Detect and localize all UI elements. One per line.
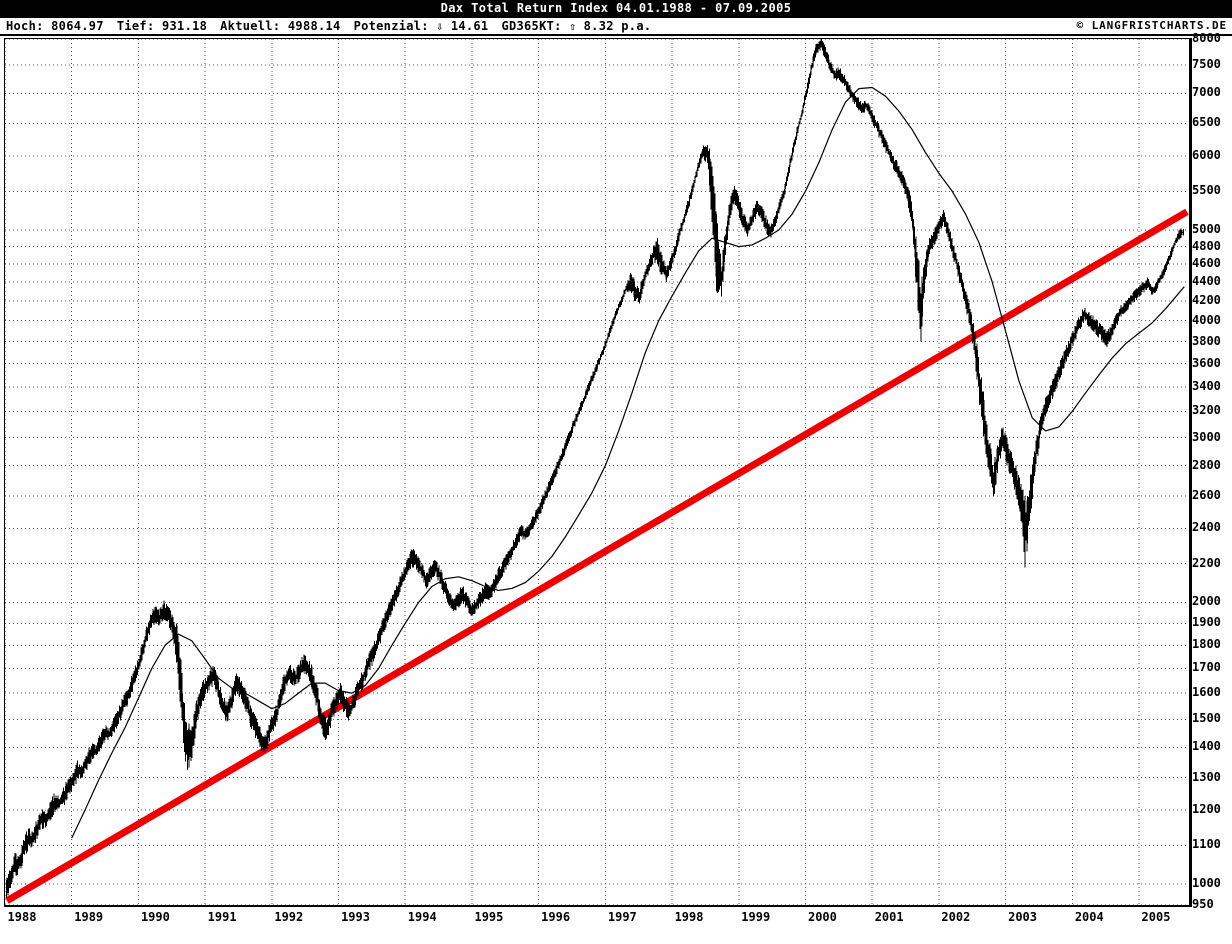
y-axis-tick-label: 5500 bbox=[1192, 183, 1221, 198]
y-axis-tick-label: 950 bbox=[1192, 897, 1214, 911]
y-axis-tick-label: 1700 bbox=[1192, 660, 1221, 675]
stat-low-value: 931.18 bbox=[162, 19, 208, 33]
stat-current-label: Aktuell: bbox=[220, 19, 281, 33]
info-bar: Hoch: 8064.97 Tief: 931.18 Aktuell: 4988.1… bbox=[0, 16, 1232, 36]
y-axis-tick-label: 5000 bbox=[1192, 222, 1221, 237]
x-axis-tick-label: 1994 bbox=[407, 910, 437, 924]
y-axis-tick-label: 3000 bbox=[1192, 429, 1221, 444]
stat-moving-average: GD365KT: ⇧ 8.32 p.a. bbox=[501, 19, 651, 33]
info-bar-stats: Hoch: 8064.97 Tief: 931.18 Aktuell: 4988.1… bbox=[6, 18, 664, 34]
stat-high: Hoch: 8064.97 bbox=[6, 19, 104, 33]
y-axis-tick-label: 3400 bbox=[1192, 378, 1221, 393]
x-axis-tick-label: 1998 bbox=[674, 910, 704, 924]
y-axis-labels: 8000 7500 7000 6500 6000 5500 5000 4800 4600 4400… bbox=[1192, 32, 1232, 910]
y-axis-tick-label: 3600 bbox=[1192, 355, 1221, 370]
y-axis-tick-label: 4800 bbox=[1192, 238, 1221, 253]
y-axis-rule bbox=[1190, 38, 1192, 906]
stat-potential-value: 14.61 bbox=[450, 19, 489, 33]
y-axis-tick-label: 1600 bbox=[1192, 685, 1221, 700]
x-axis-tick-label: 1995 bbox=[474, 910, 504, 924]
x-axis-tick-label: 1997 bbox=[607, 910, 637, 924]
trendline-layer bbox=[5, 208, 1189, 904]
x-axis-labels: 1988 1989 1990 1991 1992 1993 1994 1995 1996 1997… bbox=[0, 908, 1232, 930]
y-axis-tick-label: 2600 bbox=[1192, 487, 1221, 502]
y-axis-tick-label: 7500 bbox=[1192, 57, 1221, 72]
y-axis-tick-label: 2800 bbox=[1192, 457, 1221, 472]
copyright-notice: © LANGFRISTCHARTS.DE bbox=[1076, 19, 1227, 32]
arrow-down-icon: ⇩ bbox=[436, 20, 444, 33]
x-axis-tick-label: 1993 bbox=[341, 910, 370, 924]
y-axis-tick-label: 4200 bbox=[1192, 292, 1221, 307]
x-axis-tick-label: 2000 bbox=[807, 910, 837, 924]
y-axis-tick-label: 1800 bbox=[1192, 637, 1221, 652]
y-axis-tick-label: 1200 bbox=[1192, 802, 1221, 817]
price-chart-svg bbox=[5, 39, 1189, 905]
x-axis-tick-label: 1990 bbox=[140, 910, 170, 924]
stat-current: Aktuell: 4988.14 bbox=[220, 19, 340, 33]
y-axis-tick-label: 1100 bbox=[1192, 837, 1221, 852]
grid-layer bbox=[5, 39, 1189, 905]
y-axis-tick-label: 4400 bbox=[1192, 273, 1221, 288]
y-axis-tick-label: 1400 bbox=[1192, 739, 1221, 754]
plot-area bbox=[4, 38, 1190, 906]
stat-high-value: 8064.97 bbox=[51, 19, 104, 33]
y-axis-tick-label: 3800 bbox=[1192, 333, 1221, 348]
stat-potential: Potenzial: ⇩ 14.61 bbox=[354, 19, 489, 33]
y-axis-tick-label: 4600 bbox=[1192, 255, 1221, 270]
x-axis-tick-label: 2003 bbox=[1008, 910, 1038, 924]
stat-low: Tief: 931.18 bbox=[117, 19, 207, 33]
y-axis-tick-label: 7000 bbox=[1192, 85, 1221, 100]
y-axis-tick-label: 8000 bbox=[1192, 31, 1221, 45]
page-title: Dax Total Return Index 04.01.1988 - 07.0… bbox=[440, 1, 792, 15]
x-axis-rule bbox=[4, 905, 1192, 907]
x-axis-tick-label: 2001 bbox=[874, 910, 904, 924]
x-axis-tick-label: 1999 bbox=[741, 910, 771, 924]
stat-low-label: Tief: bbox=[116, 19, 155, 33]
x-axis-tick-label: 1988 bbox=[7, 910, 37, 924]
arrow-up-icon: ⇧ bbox=[569, 20, 577, 33]
stat-high-label: Hoch: bbox=[6, 19, 44, 33]
chart-title-bar: Dax Total Return Index 04.01.1988 - 07.0… bbox=[0, 0, 1232, 16]
x-axis-tick-label: 2004 bbox=[1074, 910, 1104, 924]
x-axis-tick-label: 1992 bbox=[274, 910, 304, 924]
x-axis-tick-label: 2002 bbox=[941, 910, 971, 924]
stat-ma-value: 8.32 p.a. bbox=[583, 19, 652, 33]
x-axis-tick-label: 1996 bbox=[541, 910, 571, 924]
stat-current-value: 4988.14 bbox=[287, 19, 341, 33]
x-axis-tick-label: 2005 bbox=[1141, 910, 1171, 924]
moving-average-layer bbox=[71, 86, 1185, 839]
x-axis-tick-label: 1989 bbox=[74, 910, 104, 924]
y-axis-tick-label: 3200 bbox=[1192, 403, 1221, 418]
y-axis-tick-label: 2000 bbox=[1192, 594, 1221, 609]
y-axis-tick-label: 6500 bbox=[1192, 115, 1221, 130]
y-axis-tick-label: 1900 bbox=[1192, 615, 1221, 630]
y-axis-tick-label: 2400 bbox=[1192, 520, 1221, 535]
y-axis-tick-label: 2200 bbox=[1192, 555, 1221, 570]
y-axis-tick-label: 1000 bbox=[1192, 876, 1221, 891]
y-axis-tick-label: 4000 bbox=[1192, 312, 1221, 327]
x-axis-tick-label: 1991 bbox=[207, 910, 237, 924]
stat-potential-label: Potenzial: bbox=[353, 19, 429, 33]
y-axis-tick-label: 6000 bbox=[1192, 147, 1221, 162]
price-series-layer bbox=[5, 39, 1184, 899]
stat-ma-label: GD365KT: bbox=[501, 19, 562, 33]
y-axis-tick-label: 1500 bbox=[1192, 711, 1221, 726]
y-axis-tick-label: 1300 bbox=[1192, 769, 1221, 784]
